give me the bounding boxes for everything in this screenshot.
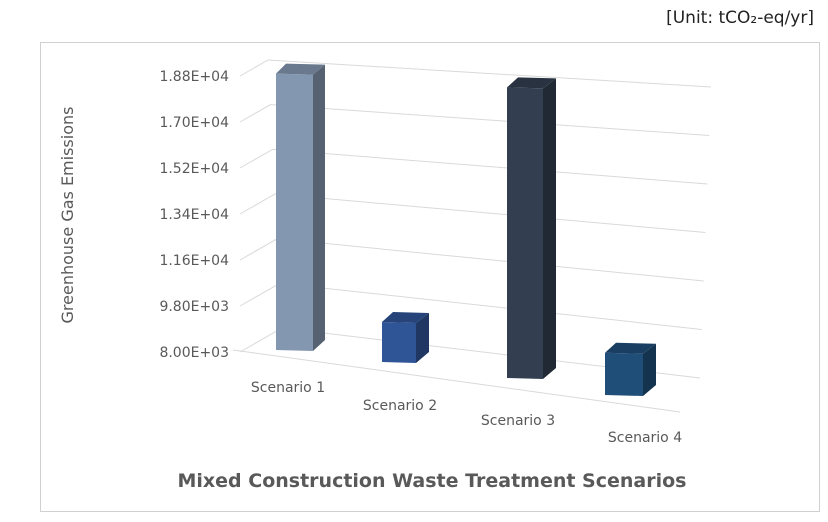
bar-side — [416, 313, 429, 363]
x-category-label: Scenario 3 — [481, 413, 555, 429]
category-labels: Scenario 1 Scenario 2 Scenario 3 Scenario 4 — [251, 380, 682, 446]
y-tick-label: 8.00E+03 — [159, 345, 229, 361]
bar-front — [382, 322, 416, 363]
bars — [276, 63, 656, 396]
x-category-label: Scenario 4 — [608, 430, 682, 446]
y-tick-labels: 8.00E+03 9.80E+03 1.16E+04 1.34E+04 1.52E+04… — [159, 69, 229, 361]
gridline — [239, 104, 710, 136]
bar-2 — [382, 312, 429, 363]
bar-top — [605, 342, 656, 354]
gridline — [239, 148, 708, 185]
bar-top — [382, 312, 429, 323]
x-axis-title: Mixed Construction Waste Treatment Scena… — [177, 470, 686, 492]
bar-front — [276, 73, 313, 351]
bar-1 — [276, 63, 325, 351]
bar-top — [276, 63, 325, 75]
x-category-label: Scenario 1 — [251, 380, 325, 396]
y-tick-label: 1.16E+04 — [159, 253, 229, 269]
floor-edge — [232, 349, 681, 413]
y-tick-label: 1.52E+04 — [159, 161, 229, 177]
bar-side — [313, 64, 325, 351]
y-tick-label: 1.88E+04 — [159, 69, 229, 85]
bar-top — [507, 77, 556, 89]
y-tick-label: 1.34E+04 — [159, 207, 229, 223]
y-tick-label: 1.70E+04 — [159, 115, 229, 131]
bar-4 — [605, 342, 656, 396]
gridline — [239, 59, 712, 88]
chart-frame — [40, 42, 820, 512]
bar-3 — [507, 77, 556, 380]
gridline — [239, 193, 706, 233]
bar-front — [605, 352, 643, 396]
bar-side — [543, 78, 556, 380]
bar-front — [507, 87, 543, 380]
x-category-label: Scenario 2 — [363, 398, 437, 414]
unit-label: [Unit: tCO₂-eq/yr] — [666, 8, 814, 28]
bar-side — [643, 343, 656, 396]
y-tick-label: 9.80E+03 — [159, 299, 229, 315]
y-axis-title: Greenhouse Gas Emissions — [58, 107, 77, 324]
